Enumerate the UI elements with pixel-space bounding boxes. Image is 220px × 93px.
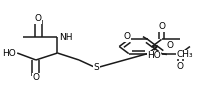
Text: O: O	[158, 22, 165, 31]
Text: O: O	[166, 41, 173, 50]
Text: O: O	[177, 62, 184, 71]
Text: HO: HO	[2, 49, 16, 57]
Text: HO: HO	[147, 51, 161, 60]
Text: NH: NH	[60, 33, 73, 42]
Text: S: S	[93, 63, 99, 72]
Text: CH₃: CH₃	[177, 50, 193, 59]
Text: O: O	[123, 32, 130, 41]
Text: O: O	[35, 14, 42, 23]
Text: O: O	[32, 73, 39, 82]
